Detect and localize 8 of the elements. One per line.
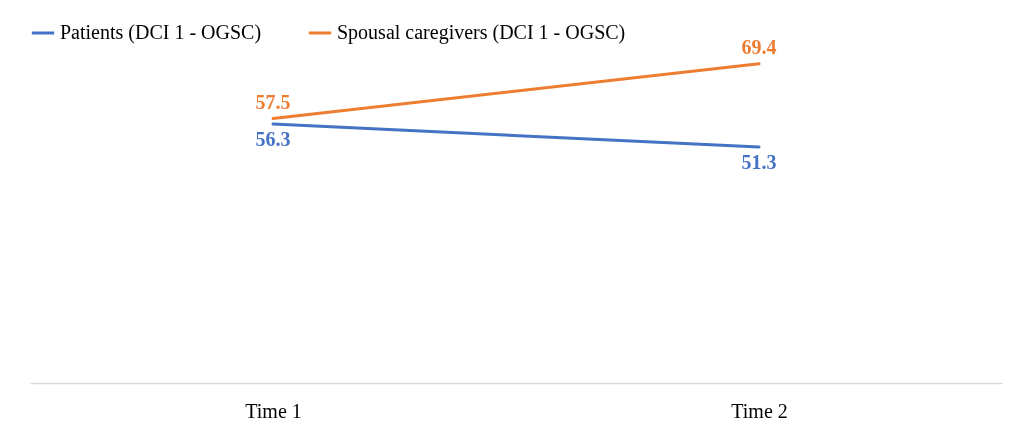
x-tick-label: Time 1 xyxy=(245,399,302,422)
data-label: 69.4 xyxy=(741,35,777,58)
legend-label: Spousal caregivers (DCI 1 - OGSC) xyxy=(337,21,626,44)
data-label: 56.3 xyxy=(255,128,291,151)
legend-label: Patients (DCI 1 - OGSC) xyxy=(60,21,262,44)
data-label: 51.3 xyxy=(741,151,777,174)
data-label: 57.5 xyxy=(255,90,291,113)
x-tick-label: Time 2 xyxy=(731,399,788,422)
